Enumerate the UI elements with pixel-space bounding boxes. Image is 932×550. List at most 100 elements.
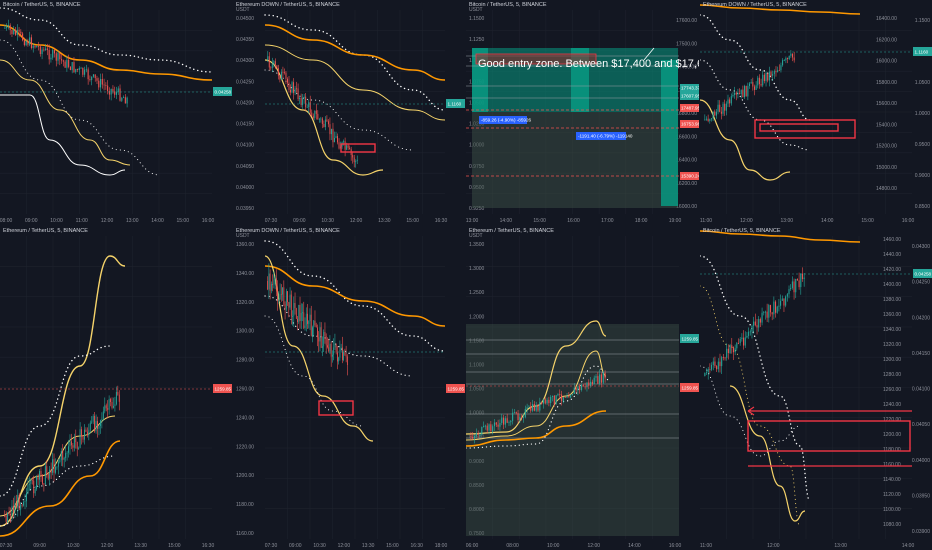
candle-body [268,56,270,68]
candle-body [531,404,534,411]
candle-body [274,61,276,66]
candle-body [544,399,546,404]
chart-panel-5[interactable]: 07:30 09:00 10:30 12:00 13:30 15:00 16:30 1259.… [0,226,232,550]
candle-body [707,369,709,373]
y-tick-label: 1.1500 [469,16,485,22]
candle-body [719,361,721,367]
candle-body [715,111,717,116]
chart-panel-7[interactable]: USDT 1.3500 1.3000 1.2500 1.2000 1.1500 1.1000… [466,226,699,550]
right-tick-label: 0.04150 [912,351,930,357]
candle-body [337,136,339,143]
candle-body [50,57,52,60]
candle-body [732,348,734,353]
x-tick-label: 07:30 [0,543,12,549]
candle-body [15,503,17,508]
candle-body [488,424,490,431]
candle-body [560,394,563,401]
chart-canvas-5[interactable]: 07:30 09:00 10:30 12:00 13:30 15:00 16:30 1259.… [0,226,232,550]
candle-body [94,74,96,79]
y-tick-label: 16200.00 [876,37,897,43]
candle-body [327,121,329,125]
x-tick-label: 13:00 [126,218,139,224]
lower-band [264,315,364,427]
candle-body [724,103,726,111]
candle-body [479,434,481,436]
candle-body [524,408,526,418]
x-tick-label: 12:00 [767,543,780,549]
chart-canvas-7[interactable]: USDT 1.3500 1.3000 1.2500 1.2000 1.1500 1.1000… [466,226,699,550]
chart-panel-4[interactable]: 1.15001.10001.05001.00000.95000.90000.85… [700,0,932,225]
candle-body [53,50,56,54]
candle-body [332,354,333,357]
chart-canvas-1[interactable]: 08:00 09:00 10:00 11:00 12:00 13:00 14:00 15:00… [0,0,232,225]
price-badge [446,384,465,393]
candle-body [296,88,298,90]
candle-body [353,157,355,163]
candle-body [89,79,91,81]
chart-panel-2[interactable]: USDT 0.04500 0.04350 0.04300 0.04250 0.04200 0… [233,0,465,225]
candle-body [115,92,118,95]
chart-panel-1[interactable]: 08:00 09:00 10:00 11:00 12:00 13:00 14:00 15:00… [0,0,232,225]
candle-body [721,357,723,367]
y-tick-label: 15800.00 [876,80,897,86]
y-tick-label: 1.1500 [469,338,485,344]
x-tick-label: 18:00 [635,218,648,224]
chart-canvas-8[interactable]: 0.04300 0.04250 0.04200 0.04150 0.04100 0.040… [700,226,932,550]
candle-body [344,352,346,356]
chart-canvas-6[interactable]: USDT 1360.00 1340.00 1320.00 1300.00 1280.00 1… [233,226,465,550]
price-badge [213,87,232,96]
level-badge-text: 17487.95 [681,106,699,111]
candle-body [564,397,566,398]
level-badge [680,84,699,92]
highlight-box [318,400,354,416]
x-tick-label: 13:30 [134,543,147,549]
chart-canvas-4[interactable]: 1.15001.10001.05001.00000.95000.90000.85… [700,0,932,225]
chart-panel-3[interactable]: USDT1.15001.12501.10001.07501.05001.0250… [466,0,699,225]
candle-body [79,429,81,449]
candle-body [52,459,54,473]
y-tick-label: 0.04300 [236,58,254,64]
candle-body [530,406,532,411]
candle-body [707,118,709,121]
candle-body [78,67,80,71]
candle-body [747,85,749,97]
right-tick-label: 1.0500 [915,80,931,86]
candle-body [105,85,107,86]
candle-body [39,471,40,480]
candle-body [82,67,84,75]
candle-body [312,327,313,336]
right-tick-label: 1.0000 [915,111,931,117]
candle-body [98,80,100,88]
chart-canvas-2[interactable]: USDT 0.04500 0.04350 0.04300 0.04250 0.04200 0… [233,0,465,225]
candle-body [727,99,729,104]
candle-body [537,404,539,411]
chart-panel-6[interactable]: USDT 1360.00 1340.00 1320.00 1300.00 1280.00 1… [233,226,465,550]
chart-panel-8[interactable]: 0.04300 0.04250 0.04200 0.04150 0.04100 0.040… [700,226,932,550]
candle-body [88,429,90,436]
ema-yellow [264,255,374,442]
x-tick-label: 09:00 [33,543,46,549]
candle-body [778,305,780,307]
candle-body [588,382,590,386]
candle-body [324,331,326,336]
y-tick-label: 1.1250 [469,37,485,43]
candle-body [76,69,79,71]
candle-body [113,406,114,408]
chart-canvas-3[interactable]: USDT1.15001.12501.10001.07501.05001.0250… [466,0,699,225]
axis-unit-label: USDT [469,7,483,13]
candle-body [546,399,548,404]
candle-body [4,27,6,29]
candle-body [52,50,54,58]
x-tick-label: 16:30 [202,543,215,549]
panel-title: Bitcoin / TetherUS, 5, BINANCE [469,2,547,8]
candle-body [71,62,73,71]
candle-body [481,426,483,435]
candle-body [711,364,713,370]
candle-body [765,73,767,82]
ema-orange [264,24,446,81]
candle-body [803,277,805,280]
candle-body [302,97,304,105]
x-tick-label: 12:00 [740,218,753,224]
candle-body [559,394,561,395]
